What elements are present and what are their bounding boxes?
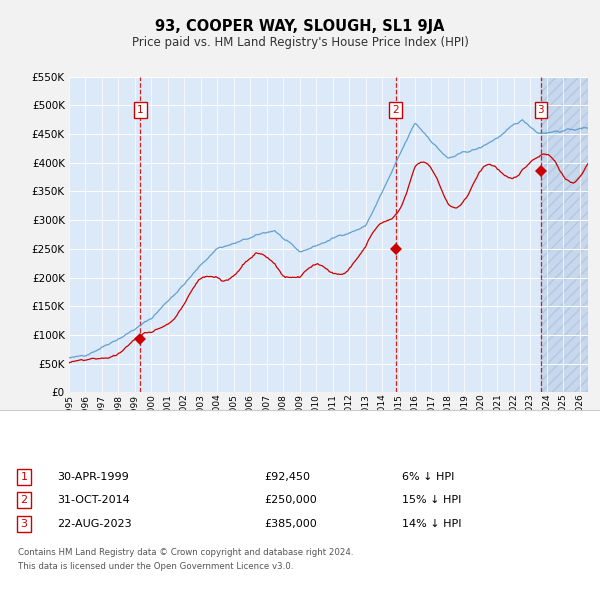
Text: 93, COOPER WAY, SLOUGH, SL1 9JA: 93, COOPER WAY, SLOUGH, SL1 9JA	[155, 19, 445, 34]
Text: HPI: Average price, semi-detached house, Slough: HPI: Average price, semi-detached house,…	[55, 441, 313, 450]
Text: 93, COOPER WAY, SLOUGH, SL1 9JA (semi-detached house): 93, COOPER WAY, SLOUGH, SL1 9JA (semi-de…	[55, 422, 364, 431]
Text: 2: 2	[20, 496, 28, 505]
Text: 1: 1	[137, 105, 143, 115]
Text: 22-AUG-2023: 22-AUG-2023	[57, 519, 131, 529]
Text: £92,450: £92,450	[264, 472, 310, 481]
Text: 15% ↓ HPI: 15% ↓ HPI	[402, 496, 461, 505]
Text: £250,000: £250,000	[264, 496, 317, 505]
Text: Contains HM Land Registry data © Crown copyright and database right 2024.: Contains HM Land Registry data © Crown c…	[18, 548, 353, 558]
Text: 2: 2	[392, 105, 399, 115]
Bar	[541, 77, 588, 392]
Text: 14% ↓ HPI: 14% ↓ HPI	[402, 519, 461, 529]
Text: 31-OCT-2014: 31-OCT-2014	[57, 496, 130, 505]
Text: Price paid vs. HM Land Registry's House Price Index (HPI): Price paid vs. HM Land Registry's House …	[131, 36, 469, 49]
Text: 3: 3	[538, 105, 544, 115]
Bar	[541, 77, 588, 392]
Text: 30-APR-1999: 30-APR-1999	[57, 472, 129, 481]
Text: 1: 1	[20, 472, 28, 481]
Text: This data is licensed under the Open Government Licence v3.0.: This data is licensed under the Open Gov…	[18, 562, 293, 571]
Text: 6% ↓ HPI: 6% ↓ HPI	[402, 472, 454, 481]
Text: £385,000: £385,000	[264, 519, 317, 529]
Text: 3: 3	[20, 519, 28, 529]
